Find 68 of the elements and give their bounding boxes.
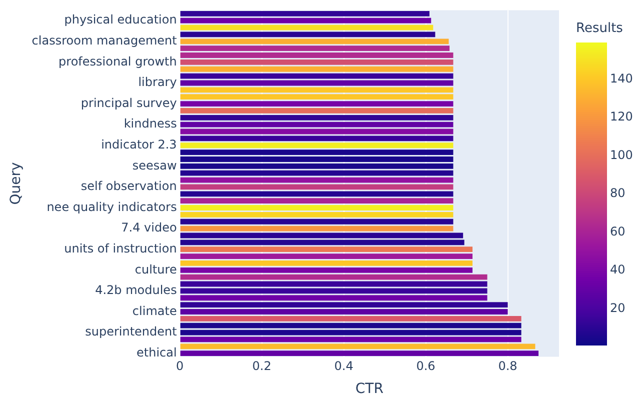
y-tick-label: climate xyxy=(132,304,177,318)
y-tick-label: 7.4 video xyxy=(121,220,177,235)
bar xyxy=(180,38,449,44)
bar xyxy=(180,260,473,266)
bar xyxy=(180,302,508,308)
bar xyxy=(180,128,454,134)
color-bar-label: 140 xyxy=(610,71,633,86)
y-tick-label: ethical xyxy=(136,345,177,360)
bar xyxy=(180,218,454,224)
y-tick-label: self observation xyxy=(80,179,177,194)
bar xyxy=(180,66,454,72)
bar xyxy=(180,344,536,350)
bar xyxy=(180,24,434,30)
x-tick-label: 0.4 xyxy=(334,359,354,374)
bar xyxy=(180,309,508,314)
y-tick-label: physical education xyxy=(64,12,177,27)
color-bar-title: Results xyxy=(576,21,624,36)
bar xyxy=(180,336,522,342)
bar xyxy=(180,10,430,16)
bar xyxy=(180,59,454,65)
color-bar-label: 20 xyxy=(610,300,626,315)
x-tick-label: 0.8 xyxy=(498,359,518,374)
color-bar-label: 40 xyxy=(610,262,626,277)
color-bar-label: 80 xyxy=(610,186,626,200)
bar xyxy=(180,226,454,232)
bar xyxy=(180,80,454,86)
color-bar-label: 120 xyxy=(610,110,633,124)
bar xyxy=(180,32,436,38)
bar xyxy=(180,101,454,106)
bar xyxy=(180,191,454,197)
x-tick-label: 0 xyxy=(176,359,184,374)
x-axis-title: CTR xyxy=(355,381,384,398)
bar xyxy=(180,108,454,114)
bar xyxy=(180,18,432,24)
y-tick-label: principal survey xyxy=(80,96,177,110)
y-tick-label: nee quality indicators xyxy=(46,200,177,214)
bar xyxy=(180,274,488,280)
x-tick-label: 0.6 xyxy=(416,359,436,374)
y-tick-label: classroom management xyxy=(32,34,178,48)
bar xyxy=(180,177,454,183)
bar xyxy=(180,136,454,142)
bar xyxy=(180,122,454,128)
color-bar-label: 100 xyxy=(610,148,633,162)
y-tick-label: indicator 2.3 xyxy=(101,138,177,152)
y-tick-label: seesaw xyxy=(132,158,178,172)
bar xyxy=(180,142,454,148)
bar xyxy=(180,350,539,356)
y-tick-label: professional growth xyxy=(58,54,177,68)
y-tick-label: 4.2b modules xyxy=(95,283,177,298)
y-tick-label: library xyxy=(138,75,177,90)
bar xyxy=(180,316,522,322)
y-tick-label: kindness xyxy=(124,116,177,131)
color-bar-label: 60 xyxy=(610,224,626,238)
bar xyxy=(180,246,473,252)
bar xyxy=(180,254,473,259)
bar xyxy=(180,205,454,210)
bar xyxy=(180,267,473,273)
y-tick-label: culture xyxy=(134,262,177,276)
bar xyxy=(180,198,454,204)
y-tick-label: units of instruction xyxy=(64,241,177,256)
bar xyxy=(180,212,454,218)
x-tick-label: 0.2 xyxy=(252,359,272,374)
bar xyxy=(180,184,454,190)
bar xyxy=(180,114,454,120)
bar xyxy=(180,295,488,301)
bar xyxy=(180,73,454,79)
y-tick-label: superintendent xyxy=(85,324,178,339)
y-axis-title: Query xyxy=(8,162,24,205)
